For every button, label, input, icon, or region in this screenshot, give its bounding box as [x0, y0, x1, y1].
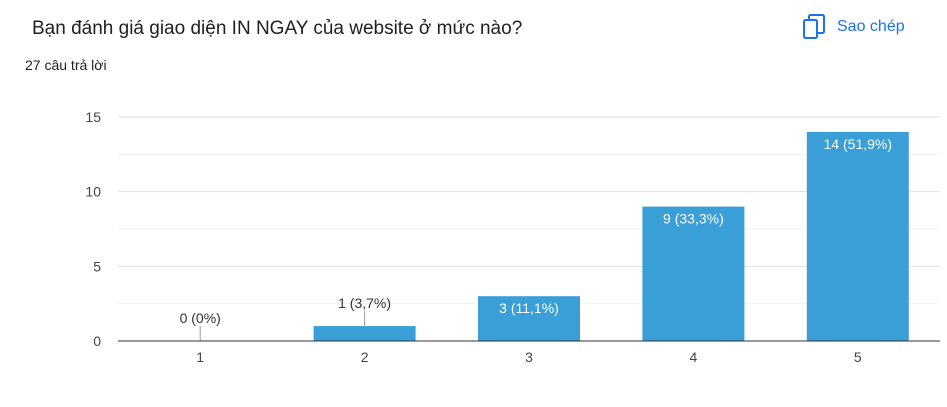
x-tick-label: 5: [854, 349, 862, 365]
y-tick-label: 5: [93, 258, 101, 274]
response-count: 27 câu trả lời: [25, 57, 107, 73]
data-label: 9 (33,3%): [663, 211, 724, 227]
bar: [642, 206, 745, 341]
copy-button-label: Sao chép: [837, 18, 905, 35]
data-label: 0 (0%): [180, 310, 221, 326]
bar: [806, 131, 909, 341]
question-title: Bạn đánh giá giao diện IN NGAY của websi…: [32, 18, 523, 39]
y-tick-label: 10: [85, 184, 101, 200]
copy-button[interactable]: Sao chép: [803, 10, 905, 44]
bar: [313, 326, 416, 341]
data-label: 14 (51,9%): [824, 136, 892, 152]
data-label: 1 (3,7%): [338, 295, 391, 311]
y-tick-label: 0: [93, 333, 101, 349]
x-tick-label: 2: [361, 349, 369, 365]
x-tick-label: 3: [525, 349, 533, 365]
x-tick-label: 4: [690, 349, 698, 365]
copy-icon: [803, 14, 825, 40]
y-tick-label: 15: [85, 109, 101, 125]
bar: [478, 296, 580, 341]
x-tick-label: 1: [196, 349, 204, 365]
data-label: 3 (11,1%): [499, 300, 559, 316]
